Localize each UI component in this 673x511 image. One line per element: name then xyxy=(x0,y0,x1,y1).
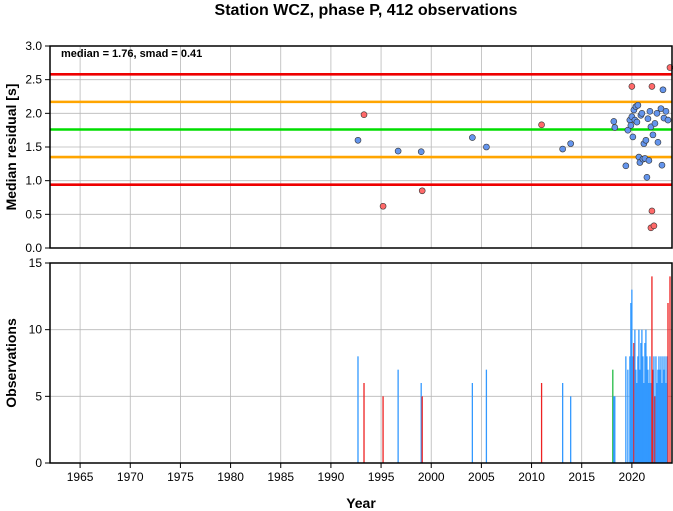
x-tick-label: 1995 xyxy=(368,470,395,484)
x-tick-label: 1980 xyxy=(217,470,244,484)
residual-point xyxy=(360,111,368,118)
residual-point xyxy=(646,108,654,115)
residual-point xyxy=(610,118,618,125)
residual-point xyxy=(659,86,667,94)
residual-point xyxy=(642,136,650,144)
x-tick-label: 2020 xyxy=(619,470,646,484)
residual-point xyxy=(538,121,545,129)
residual-point xyxy=(651,120,659,127)
residual-point xyxy=(643,174,651,181)
residual-point xyxy=(653,110,661,117)
y-tick-label: 2.5 xyxy=(25,73,42,87)
residual-point xyxy=(418,187,426,195)
stats-annotation: median = 1.76, smad = 0.41 xyxy=(61,48,202,60)
x-tick-label: 1975 xyxy=(167,470,194,484)
residual-point xyxy=(624,126,632,134)
residual-point xyxy=(559,145,566,153)
chart-title: Station WCZ, phase P, 412 observations xyxy=(215,2,518,19)
residual-point xyxy=(649,131,657,139)
x-tick-label: 2000 xyxy=(418,470,445,484)
residual-point xyxy=(567,140,574,147)
x-tick-label: 2005 xyxy=(468,470,495,484)
y-tick-label: 0 xyxy=(35,456,42,470)
residual-point xyxy=(648,83,656,90)
residual-point xyxy=(650,222,658,230)
x-tick-label: 2010 xyxy=(518,470,545,484)
x-axis: 1965 1970 1975 1980 1985 1990 1995 2000 2005 2010… xyxy=(67,463,646,484)
y-tick-label: 1.5 xyxy=(25,140,42,154)
residual-point xyxy=(394,147,402,155)
x-axis-label: Year xyxy=(346,495,376,511)
residual-point xyxy=(638,110,646,117)
x-tick-label: 2015 xyxy=(568,470,595,484)
residual-point xyxy=(629,133,637,141)
y-tick-label: 5 xyxy=(35,389,42,403)
bottom-panel-frame xyxy=(49,262,673,464)
residual-point xyxy=(611,124,619,131)
residual-point xyxy=(644,115,652,123)
residual-point xyxy=(657,105,665,112)
residual-point xyxy=(658,161,666,169)
residual-point xyxy=(634,101,642,109)
residual-point xyxy=(628,83,636,90)
residual-point xyxy=(627,122,635,129)
residual-point xyxy=(664,116,672,124)
top-y-axis-label: Median residual [s] xyxy=(3,84,19,211)
top-y-axis: 0.0 0.5 1.0 1.5 2.0 2.5 3.0 xyxy=(25,39,50,255)
residual-point xyxy=(417,148,425,156)
observation-bars xyxy=(357,276,671,463)
bottom-y-axis-label: Observations xyxy=(3,318,19,408)
x-tick-label: 1990 xyxy=(318,470,345,484)
residual-point xyxy=(645,157,653,164)
residual-point xyxy=(354,136,362,144)
reference-lines xyxy=(50,72,672,187)
x-tick-label: 1970 xyxy=(117,470,144,484)
residual-point xyxy=(379,202,387,210)
residual-points xyxy=(354,64,673,232)
residual-point xyxy=(648,207,656,215)
y-tick-label: 15 xyxy=(29,256,43,270)
residual-point xyxy=(622,162,630,170)
x-tick-label: 1965 xyxy=(67,470,94,484)
y-tick-label: 0.0 xyxy=(25,241,42,255)
x-tick-label: 1985 xyxy=(267,470,294,484)
y-tick-label: 2.0 xyxy=(25,106,42,120)
residual-point xyxy=(483,143,490,151)
residual-point xyxy=(662,108,670,115)
residual-point xyxy=(654,138,662,146)
residual-point xyxy=(633,118,641,126)
residual-point xyxy=(469,134,476,141)
y-tick-label: 1.0 xyxy=(25,174,42,188)
y-tick-label: 10 xyxy=(29,323,43,337)
y-tick-label: 3.0 xyxy=(25,39,42,53)
y-tick-label: 0.5 xyxy=(25,207,42,221)
bottom-y-axis: 0 5 10 15 xyxy=(29,256,50,470)
